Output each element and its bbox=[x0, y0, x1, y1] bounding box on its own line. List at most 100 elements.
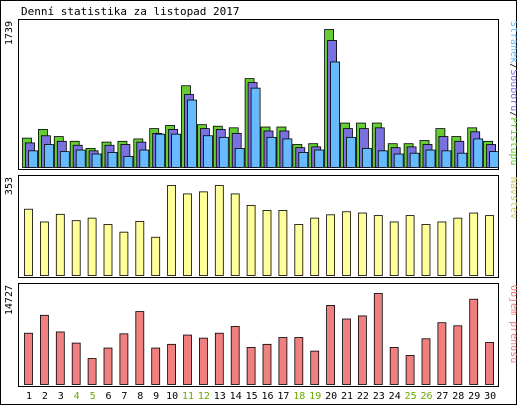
bar-volume-objem-přenosu-day-21 bbox=[342, 318, 351, 385]
bar-visits-návštěv-day-7 bbox=[119, 231, 129, 276]
bar-hits-stránek-day-7 bbox=[123, 155, 134, 168]
bar-visits-návštěv-day-9 bbox=[151, 236, 161, 276]
x-tick-label-14: 14 bbox=[230, 391, 242, 402]
bar-visits-návštěv-day-24 bbox=[389, 221, 399, 276]
max-value-label: 353 bbox=[4, 177, 15, 195]
max-value-label: 14727 bbox=[4, 285, 15, 315]
bar-hits-stránek-day-11 bbox=[187, 99, 197, 168]
bar-visits-návštěv-day-19 bbox=[310, 217, 320, 276]
legend-part: / bbox=[508, 111, 517, 117]
bar-visits-návštěv-day-20 bbox=[326, 214, 336, 276]
bar-hits-stránek-day-15 bbox=[250, 87, 261, 168]
legend-visits: Návštěv bbox=[508, 177, 517, 219]
bar-visits-návštěv-day-30 bbox=[485, 215, 495, 276]
bar-hits-stránek-day-27 bbox=[441, 150, 452, 168]
bar-hits-stránek-day-19 bbox=[314, 149, 325, 168]
x-tick-label-21: 21 bbox=[341, 391, 353, 402]
x-tick-label-3: 3 bbox=[58, 391, 64, 402]
bar-volume-objem-přenosu-day-24 bbox=[389, 347, 399, 385]
panel-frame bbox=[18, 175, 499, 278]
bar-hits-stránek-day-10 bbox=[171, 133, 182, 168]
x-tick-label-5: 5 bbox=[90, 391, 96, 402]
x-tick-label-4: 4 bbox=[74, 391, 80, 402]
bar-visits-návštěv-day-22 bbox=[357, 212, 367, 276]
bar-hits-stránek-day-8 bbox=[139, 149, 150, 168]
legend-part: Přístupů bbox=[508, 117, 517, 165]
bar-visits-návštěv-day-15 bbox=[246, 204, 256, 276]
bar-hits-stránek-day-4 bbox=[75, 149, 86, 168]
bar-hits-stránek-day-20 bbox=[330, 61, 341, 168]
bar-volume-objem-přenosu-day-30 bbox=[485, 342, 495, 385]
bar-visits-návštěv-day-23 bbox=[373, 215, 383, 276]
x-tick-label-6: 6 bbox=[105, 391, 111, 402]
x-tick-label-12: 12 bbox=[198, 391, 210, 402]
bar-hits-stránek-day-3 bbox=[59, 151, 70, 168]
bar-volume-objem-přenosu-day-22 bbox=[357, 315, 367, 385]
bar-volume-objem-přenosu-day-20 bbox=[326, 305, 336, 385]
bar-visits-návštěv-day-13 bbox=[214, 185, 224, 276]
legend-part: Objem přenosu bbox=[508, 285, 517, 363]
bar-hits-stránek-day-9 bbox=[155, 133, 166, 168]
bar-hits-stránek-day-6 bbox=[107, 152, 118, 168]
bar-hits-stránek-day-29 bbox=[473, 138, 484, 168]
x-tick-label-25: 25 bbox=[405, 391, 417, 402]
x-tick-label-26: 26 bbox=[420, 391, 432, 402]
bar-visits-návštěv-day-5 bbox=[87, 217, 97, 276]
x-tick-label-22: 22 bbox=[357, 391, 369, 402]
bar-volume-objem-přenosu-day-28 bbox=[453, 325, 463, 385]
bar-visits-návštěv-day-21 bbox=[342, 211, 351, 276]
bar-volume-objem-přenosu-day-13 bbox=[214, 332, 224, 385]
legend-part: Stránek bbox=[508, 21, 517, 63]
bar-volume-objem-přenosu-day-3 bbox=[55, 331, 65, 385]
legend-part: Návštěv bbox=[508, 177, 517, 219]
bar-volume-objem-přenosu-day-12 bbox=[198, 337, 208, 385]
x-tick-label-19: 19 bbox=[309, 391, 321, 402]
legend-part: Souborů bbox=[508, 69, 517, 111]
bar-volume-objem-přenosu-day-5 bbox=[87, 358, 97, 385]
bar-visits-návštěv-day-26 bbox=[421, 224, 431, 276]
bar-visits-návštěv-day-18 bbox=[294, 224, 304, 276]
bar-visits-návštěv-day-14 bbox=[230, 193, 240, 276]
bar-visits-návštěv-day-3 bbox=[55, 213, 65, 276]
bar-visits-návštěv-day-2 bbox=[40, 221, 49, 276]
bar-hits-stránek-day-28 bbox=[457, 152, 468, 168]
bar-visits-návštěv-day-8 bbox=[135, 221, 145, 276]
bar-visits-návštěv-day-6 bbox=[103, 224, 113, 276]
x-tick-label-29: 29 bbox=[468, 391, 480, 402]
x-tick-label-20: 20 bbox=[325, 391, 337, 402]
bar-volume-objem-přenosu-day-2 bbox=[40, 314, 49, 385]
bar-visits-návštěv-day-10 bbox=[167, 185, 177, 276]
x-tick-label-1: 1 bbox=[26, 391, 32, 402]
bar-hits-stránek-day-14 bbox=[234, 148, 245, 168]
panel-frame bbox=[18, 19, 499, 170]
x-tick-label-7: 7 bbox=[121, 391, 127, 402]
bar-visits-návštěv-day-1 bbox=[24, 208, 33, 276]
x-tick-label-2: 2 bbox=[42, 391, 48, 402]
x-tick-label-8: 8 bbox=[137, 391, 143, 402]
max-value-label: 1739 bbox=[4, 21, 15, 45]
bar-hits-stránek-day-18 bbox=[298, 152, 309, 168]
bar-volume-objem-přenosu-day-26 bbox=[421, 338, 431, 385]
x-tick-label-15: 15 bbox=[246, 391, 258, 402]
bar-volume-objem-přenosu-day-1 bbox=[24, 332, 33, 385]
bar-volume-objem-přenosu-day-11 bbox=[183, 334, 192, 385]
bar-volume-objem-přenosu-day-10 bbox=[167, 343, 177, 385]
bar-visits-návštěv-day-11 bbox=[183, 193, 192, 276]
bar-volume-objem-přenosu-day-6 bbox=[103, 347, 113, 385]
x-tick-label-13: 13 bbox=[214, 391, 226, 402]
chart-title: Denní statistika za listopad 2017 bbox=[21, 5, 240, 18]
x-tick-label-28: 28 bbox=[452, 391, 464, 402]
bar-volume-objem-přenosu-day-18 bbox=[294, 337, 304, 385]
bar-hits-stránek-day-17 bbox=[282, 138, 293, 168]
legend-volume: Objem přenosu bbox=[508, 285, 517, 363]
x-tick-label-23: 23 bbox=[373, 391, 385, 402]
legend-part: / bbox=[508, 63, 517, 69]
bar-volume-objem-přenosu-day-17 bbox=[278, 337, 288, 385]
bar-hits-stránek-day-22 bbox=[361, 148, 372, 168]
bar-volume-objem-přenosu-day-4 bbox=[71, 342, 81, 385]
bar-volume-objem-přenosu-day-15 bbox=[246, 347, 256, 385]
